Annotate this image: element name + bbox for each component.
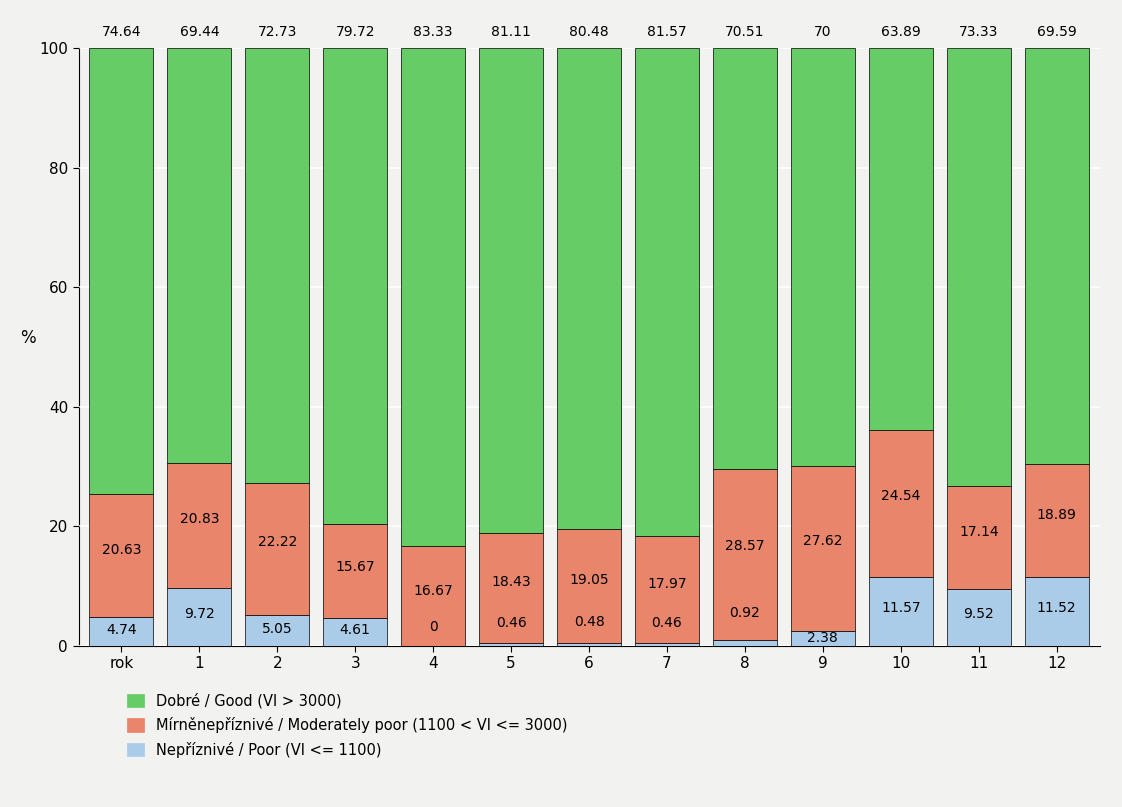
Bar xyxy=(791,466,855,631)
Text: 81.11: 81.11 xyxy=(491,26,531,40)
Text: 18.89: 18.89 xyxy=(1037,508,1077,522)
Bar xyxy=(323,618,387,646)
Bar xyxy=(246,616,310,646)
Bar xyxy=(167,587,231,646)
Text: 4.74: 4.74 xyxy=(107,623,137,637)
Text: 72.73: 72.73 xyxy=(258,26,297,40)
Text: 17.14: 17.14 xyxy=(959,525,999,539)
Bar xyxy=(712,48,776,470)
Text: 15.67: 15.67 xyxy=(335,559,375,574)
Text: 17.97: 17.97 xyxy=(647,577,687,591)
Text: 22.22: 22.22 xyxy=(258,536,297,550)
Text: 11.52: 11.52 xyxy=(1037,600,1076,615)
Bar xyxy=(558,48,620,529)
Bar xyxy=(868,576,932,646)
Text: 4.61: 4.61 xyxy=(340,624,370,638)
Bar xyxy=(868,430,932,576)
Bar xyxy=(791,48,855,466)
Y-axis label: %: % xyxy=(20,329,36,347)
Bar xyxy=(246,48,310,483)
Bar xyxy=(323,525,387,618)
Bar xyxy=(947,48,1011,487)
Text: 20.83: 20.83 xyxy=(180,512,219,526)
Bar xyxy=(1024,577,1088,646)
Bar xyxy=(635,48,699,536)
Bar xyxy=(479,533,543,643)
Bar xyxy=(402,546,466,646)
Text: 9.52: 9.52 xyxy=(964,608,994,621)
Bar xyxy=(1024,464,1088,577)
Bar xyxy=(947,487,1011,589)
Legend: Dobré / Good (VI > 3000), Mírněnepříznivé / Moderately poor (1100 < VI <= 3000),: Dobré / Good (VI > 3000), Mírněnepřízniv… xyxy=(127,692,568,758)
Bar xyxy=(246,483,310,616)
Text: 0.92: 0.92 xyxy=(729,605,761,620)
Text: 9.72: 9.72 xyxy=(184,607,214,621)
Text: 0.48: 0.48 xyxy=(573,615,605,629)
Text: 28.57: 28.57 xyxy=(725,539,765,554)
Bar xyxy=(791,631,855,646)
Text: 11.57: 11.57 xyxy=(881,600,921,615)
Bar xyxy=(558,642,620,646)
Text: 5.05: 5.05 xyxy=(261,622,293,636)
Text: 0: 0 xyxy=(429,620,438,633)
Bar xyxy=(558,529,620,642)
Bar xyxy=(479,643,543,646)
Bar xyxy=(90,48,154,494)
Bar xyxy=(712,470,776,640)
Bar xyxy=(323,48,387,525)
Text: 69.44: 69.44 xyxy=(180,26,219,40)
Bar xyxy=(90,494,154,617)
Text: 16.67: 16.67 xyxy=(413,583,453,598)
Text: 18.43: 18.43 xyxy=(491,575,531,589)
Bar xyxy=(868,48,932,430)
Text: 27.62: 27.62 xyxy=(803,533,843,548)
Text: 83.33: 83.33 xyxy=(413,26,453,40)
Text: 74.64: 74.64 xyxy=(102,26,141,40)
Bar xyxy=(635,536,699,643)
Bar xyxy=(90,617,154,646)
Text: 63.89: 63.89 xyxy=(881,26,921,40)
Text: 70: 70 xyxy=(815,26,831,40)
Bar xyxy=(402,48,466,546)
Text: 0.46: 0.46 xyxy=(496,616,526,629)
Text: 0.46: 0.46 xyxy=(652,616,682,630)
Bar xyxy=(167,463,231,587)
Text: 80.48: 80.48 xyxy=(569,26,609,40)
Text: 73.33: 73.33 xyxy=(959,26,999,40)
Bar xyxy=(635,643,699,646)
Text: 69.59: 69.59 xyxy=(1037,26,1077,40)
Text: 20.63: 20.63 xyxy=(102,542,141,557)
Text: 2.38: 2.38 xyxy=(808,631,838,645)
Text: 19.05: 19.05 xyxy=(569,573,609,587)
Bar xyxy=(712,640,776,646)
Text: 70.51: 70.51 xyxy=(725,26,765,40)
Bar xyxy=(947,589,1011,646)
Bar xyxy=(479,48,543,533)
Text: 81.57: 81.57 xyxy=(647,26,687,40)
Text: 79.72: 79.72 xyxy=(335,26,375,40)
Bar xyxy=(1024,48,1088,464)
Text: 24.54: 24.54 xyxy=(881,489,920,503)
Bar xyxy=(167,48,231,463)
